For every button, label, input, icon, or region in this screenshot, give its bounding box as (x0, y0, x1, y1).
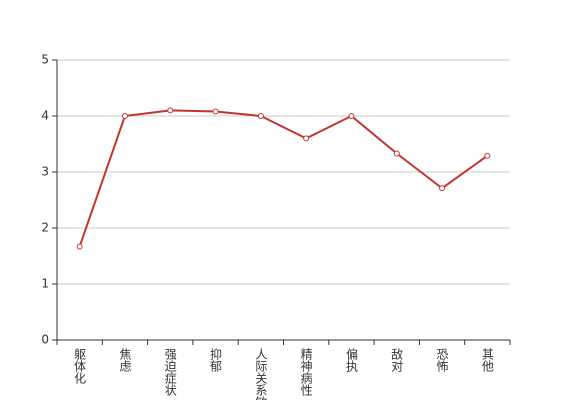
y-tick-label: 5 (41, 53, 49, 67)
data-point (303, 135, 310, 142)
data-point (439, 185, 446, 192)
y-tick-label: 0 (41, 333, 49, 347)
x-tick-label: 偏执 (344, 347, 358, 373)
y-tick-label: 1 (41, 277, 49, 291)
data-point (212, 108, 219, 115)
data-point (484, 152, 491, 159)
y-tick-label: 4 (41, 109, 49, 123)
x-tick-label: 恐怖 (435, 348, 449, 372)
x-tick-label: 焦虑 (118, 348, 132, 372)
data-point (167, 107, 174, 114)
x-tick-label: 强迫症状 (163, 348, 177, 396)
y-tick-label: 2 (41, 221, 49, 235)
x-tick-label: 其他 (480, 348, 494, 372)
data-point (348, 113, 355, 119)
data-point (257, 113, 264, 119)
data-point (76, 243, 83, 250)
x-tick-label: 躯体化 (73, 347, 87, 385)
x-tick-label: 人际关系敏感 (254, 348, 268, 400)
series-line (78, 109, 488, 247)
y-tick-label: 3 (41, 165, 49, 179)
x-tick-label: 抑郁 (209, 347, 223, 373)
x-tick-label: 精神病性 (299, 348, 313, 397)
data-point (121, 113, 128, 119)
data-point (393, 150, 400, 157)
x-tick-label: 敌对 (390, 347, 404, 372)
